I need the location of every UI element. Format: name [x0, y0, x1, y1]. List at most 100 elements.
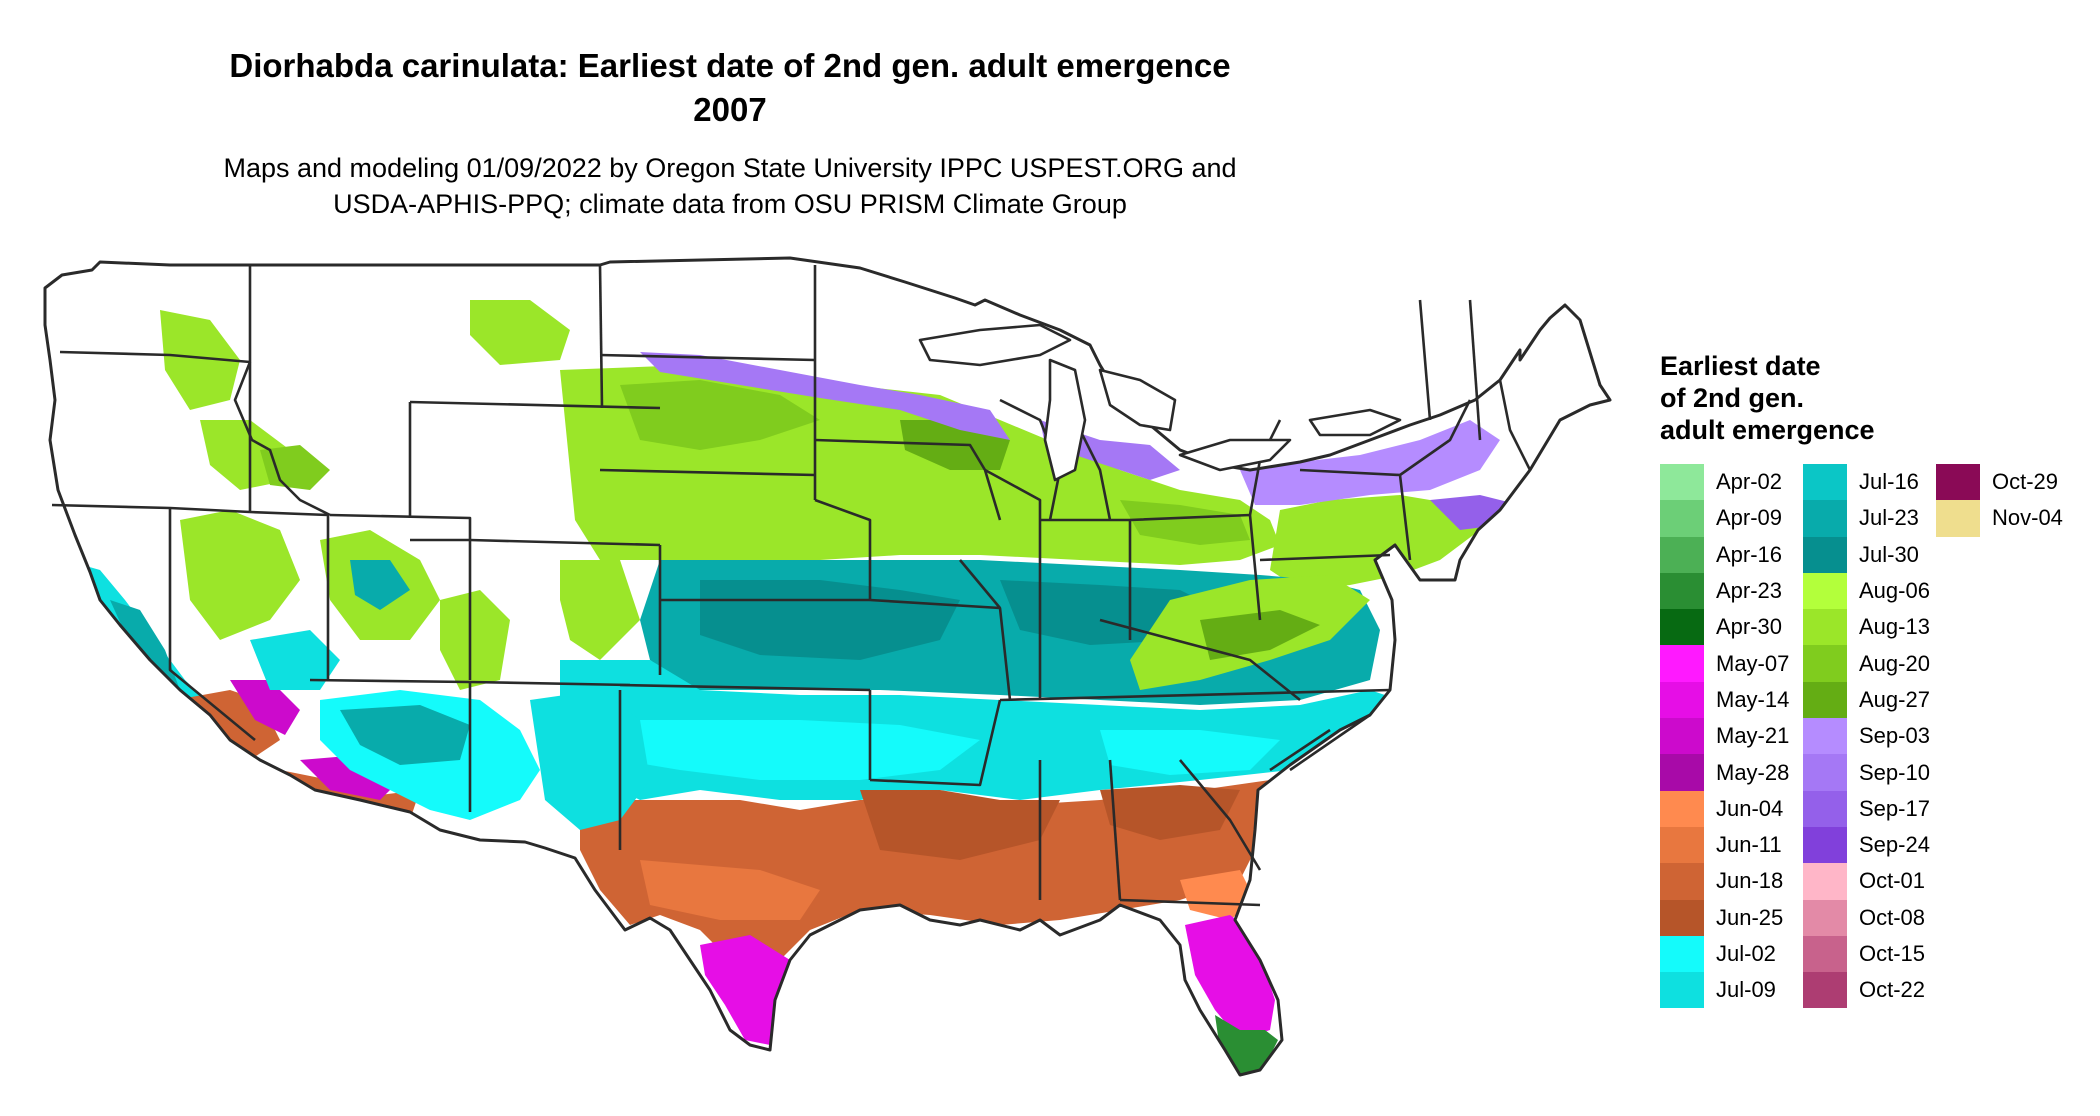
legend-label: Apr-09 [1716, 505, 1783, 531]
legend-label: Aug-13 [1859, 614, 1930, 640]
map-subtitle-line-2: USDA-APHIS-PPQ; climate data from OSU PR… [333, 189, 1127, 219]
legend-label: Aug-27 [1859, 686, 1930, 712]
legend-item: Apr-30 [1660, 609, 1789, 646]
legend-swatch [1803, 863, 1847, 900]
legend-item: Aug-06 [1803, 572, 1930, 610]
legend-item: Sep-03 [1803, 718, 1930, 755]
legend-swatch [1803, 609, 1847, 646]
legend-label: Jul-23 [1859, 505, 1919, 531]
legend-swatch [1803, 500, 1847, 537]
legend-swatch [1660, 572, 1704, 610]
legend-item: Jun-25 [1660, 899, 1789, 936]
legend-item: Oct-15 [1803, 935, 1930, 973]
legend-swatch [1803, 572, 1847, 610]
legend-label: Jul-30 [1859, 541, 1919, 567]
legend-label: Jun-11 [1716, 832, 1782, 858]
legend-item: Jul-23 [1803, 500, 1930, 537]
legend-label: Aug-06 [1859, 578, 1930, 604]
legend-swatch [1660, 464, 1704, 501]
legend-item: Apr-02 [1660, 464, 1789, 501]
legend-label: Oct-01 [1859, 868, 1926, 894]
legend-title: Earliest date of 2nd gen. adult emergenc… [1660, 350, 1920, 446]
legend-label: Apr-23 [1716, 578, 1783, 604]
map-subtitle: Maps and modeling 01/09/2022 by Oregon S… [190, 150, 1270, 222]
legend-swatch [1803, 464, 1847, 501]
legend-label: Sep-17 [1859, 795, 1930, 821]
legend-label: Oct-15 [1859, 941, 1926, 966]
legend-item: Oct-08 [1803, 899, 1930, 936]
legend-item: Sep-10 [1803, 754, 1930, 791]
legend-item: Apr-16 [1660, 536, 1789, 573]
map-title-line-2: 2007 [693, 91, 767, 128]
legend-label: May-28 [1716, 759, 1790, 785]
legend-label: Oct-29 [1992, 469, 2059, 495]
legend-column: Jul-16 Jul-23 Jul-30 Aug-06 Aug-13 Aug-20 Aug-… [1803, 464, 1930, 1009]
legend-item: Aug-20 [1803, 645, 1930, 682]
legend-label: May-07 [1716, 650, 1790, 676]
legend-title-line: Earliest date [1660, 351, 1821, 381]
legend-item: Sep-17 [1803, 790, 1930, 827]
legend-item: May-21 [1660, 718, 1790, 755]
legend-item: Jul-30 [1803, 536, 1930, 573]
legend-item: Apr-09 [1660, 500, 1789, 537]
legend-label: Oct-08 [1859, 904, 1926, 930]
legend-item: Jun-11 [1660, 826, 1789, 864]
legend-item: May-14 [1660, 681, 1790, 719]
legend-swatch [1803, 645, 1847, 682]
legend-label: Apr-16 [1716, 541, 1783, 567]
legend-swatch [1660, 935, 1704, 973]
legend-label: Sep-24 [1859, 832, 1930, 858]
legend-label: Apr-02 [1716, 469, 1783, 495]
legend-item: Jul-02 [1660, 935, 1789, 973]
legend-label: Jul-09 [1716, 977, 1776, 1003]
legend-swatch [1803, 754, 1847, 791]
legend-label: May-21 [1716, 723, 1790, 749]
legend-item: Jun-04 [1660, 790, 1789, 827]
legend-swatch [1660, 500, 1704, 537]
legend-column: Oct-29 Nov-04 [1936, 464, 2063, 537]
legend-label: Sep-10 [1859, 759, 1930, 785]
legend-title-line: adult emergence [1660, 415, 1875, 445]
legend-label: May-14 [1716, 686, 1790, 712]
legend-label: Aug-20 [1859, 650, 1930, 676]
legend-swatch [1936, 500, 1980, 537]
legend-item: Jul-16 [1803, 464, 1930, 501]
legend-item: Oct-29 [1936, 464, 2063, 501]
legend-item: Oct-22 [1803, 972, 1930, 1009]
legend-swatch [1660, 681, 1704, 719]
legend-item: May-07 [1660, 645, 1790, 682]
legend-label: Jul-02 [1716, 941, 1776, 966]
legend-swatch [1803, 536, 1847, 573]
legend-swatch [1803, 790, 1847, 827]
legend-swatch [1803, 681, 1847, 719]
legend-label: Jun-25 [1716, 904, 1784, 930]
legend-swatch [1803, 972, 1847, 1009]
legend-label: Jun-04 [1716, 795, 1784, 821]
legend-swatch [1660, 609, 1704, 646]
legend-label: Apr-30 [1716, 614, 1783, 640]
legend-title-line: of 2nd gen. [1660, 383, 1804, 413]
legend-swatch [1660, 972, 1704, 1009]
legend-swatch [1660, 899, 1704, 936]
legend-label: Jul-16 [1859, 469, 1919, 495]
legend-label: Sep-03 [1859, 723, 1930, 749]
legend-label: Jun-18 [1716, 868, 1784, 894]
legend-swatch [1660, 790, 1704, 827]
legend-item: May-28 [1660, 754, 1790, 791]
legend-swatch [1660, 718, 1704, 755]
legend-swatch [1660, 863, 1704, 900]
legend-swatch [1660, 536, 1704, 573]
us-emergence-map [43, 256, 1612, 1077]
legend-item: Jul-09 [1660, 972, 1789, 1009]
map-title: Diorhabda carinulata: Earliest date of 2… [190, 44, 1270, 132]
legend-column: Apr-02 Apr-09 Apr-16 Apr-23 Apr-30 May-07 May-… [1660, 464, 1790, 1009]
legend-swatch [1803, 899, 1847, 936]
legend-item: Oct-01 [1803, 863, 1930, 900]
legend-item: Aug-27 [1803, 681, 1930, 719]
legend-swatch [1803, 718, 1847, 755]
legend-swatch [1660, 826, 1704, 864]
legend-item: Jun-18 [1660, 863, 1789, 900]
map-subtitle-line-1: Maps and modeling 01/09/2022 by Oregon S… [223, 153, 1237, 183]
legend-swatch [1803, 826, 1847, 864]
legend-label: Nov-04 [1992, 505, 2063, 531]
